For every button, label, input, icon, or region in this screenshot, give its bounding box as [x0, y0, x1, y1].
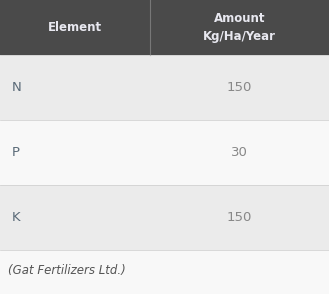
Bar: [0, 120, 329, 185]
Text: 150: 150: [227, 211, 252, 224]
Text: K: K: [12, 211, 21, 224]
Text: P: P: [12, 146, 20, 159]
Bar: [0, 0, 329, 55]
Bar: [0, 55, 329, 120]
Text: (Gat Fertilizers Ltd.): (Gat Fertilizers Ltd.): [8, 264, 126, 277]
Text: 150: 150: [227, 81, 252, 94]
Text: Element: Element: [48, 21, 102, 34]
Text: N: N: [12, 81, 22, 94]
Text: Amount
Kg/Ha/Year: Amount Kg/Ha/Year: [203, 12, 276, 43]
Bar: [0, 185, 329, 250]
Text: 30: 30: [231, 146, 248, 159]
